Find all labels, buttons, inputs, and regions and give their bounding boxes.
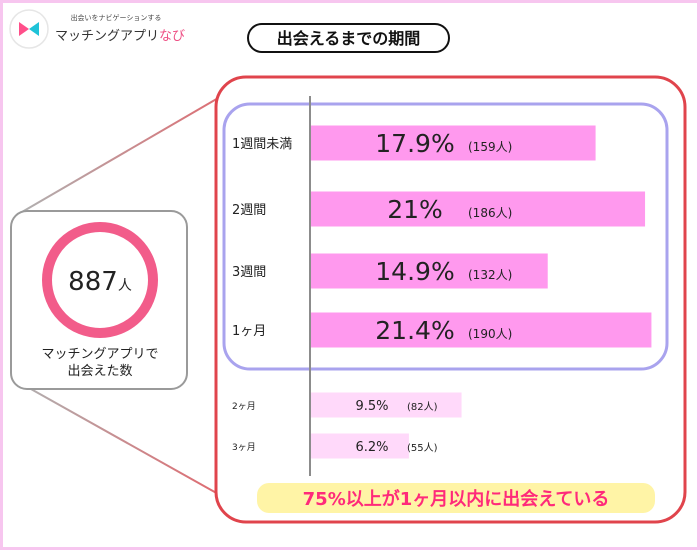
summary-caption-line2: 出会えた数 [67,364,132,379]
count-label-4: (190人) [468,327,512,341]
logo-right-arrow-icon [29,22,39,36]
brand-name: マッチングアプリなび [55,29,185,44]
total-ring [42,222,158,338]
value-label-2: 21% [387,195,443,224]
count-label-2: (186人) [468,206,512,220]
value-label-3: 14.9% [375,257,454,286]
category-label-5: 2ヶ月 [232,401,256,412]
count-label-1: (159人) [468,140,512,154]
callout-text: 75%以上が1ヶ月以内に出会えている [303,488,610,510]
bar-6 [310,433,409,459]
category-label-4: 1ヶ月 [232,324,266,339]
summary-caption-line1: マッチングアプリで [41,347,158,362]
bar-4 [310,312,652,348]
value-label-5: 9.5% [355,399,388,414]
callout-box [257,483,655,513]
category-label-2: 2週間 [232,203,266,218]
brand-name-main: マッチングアプリ [55,29,159,44]
bar-series: 1週間未満 17.9% (159人) 2週間 21% (186人) 3週間 14.9% (132… [232,125,652,459]
brand-tagline: 出会いをナビゲーションする [71,13,162,22]
count-label-6: (55人) [407,442,438,454]
logo-left-arrow-icon [19,22,29,36]
page-title: 出会えるまでの期間 [277,29,421,48]
count-label-3: (132人) [468,268,512,282]
brand-logo [9,9,49,49]
summary-box [10,210,188,390]
value-label-1: 17.9% [375,129,454,158]
connector-line-top [21,89,233,213]
total-count-number: 887 [68,267,118,297]
total-count: 887人 [68,267,132,297]
bar-2 [310,191,646,227]
brand-name-accent: なび [159,29,185,44]
category-label-1: 1週間未満 [232,137,292,152]
bar-5 [310,392,462,418]
total-count-unit: 人 [118,278,132,294]
title-pill [247,23,450,53]
bar-3 [310,253,548,289]
category-label-6: 3ヶ月 [232,442,256,453]
value-label-6: 6.2% [355,440,388,455]
count-label-5: (82人) [407,401,438,413]
highlight-group [222,102,669,371]
category-label-3: 3週間 [232,265,266,280]
bar-1 [310,125,596,161]
connector-line-bottom [21,383,221,496]
value-label-4: 21.4% [375,316,454,345]
